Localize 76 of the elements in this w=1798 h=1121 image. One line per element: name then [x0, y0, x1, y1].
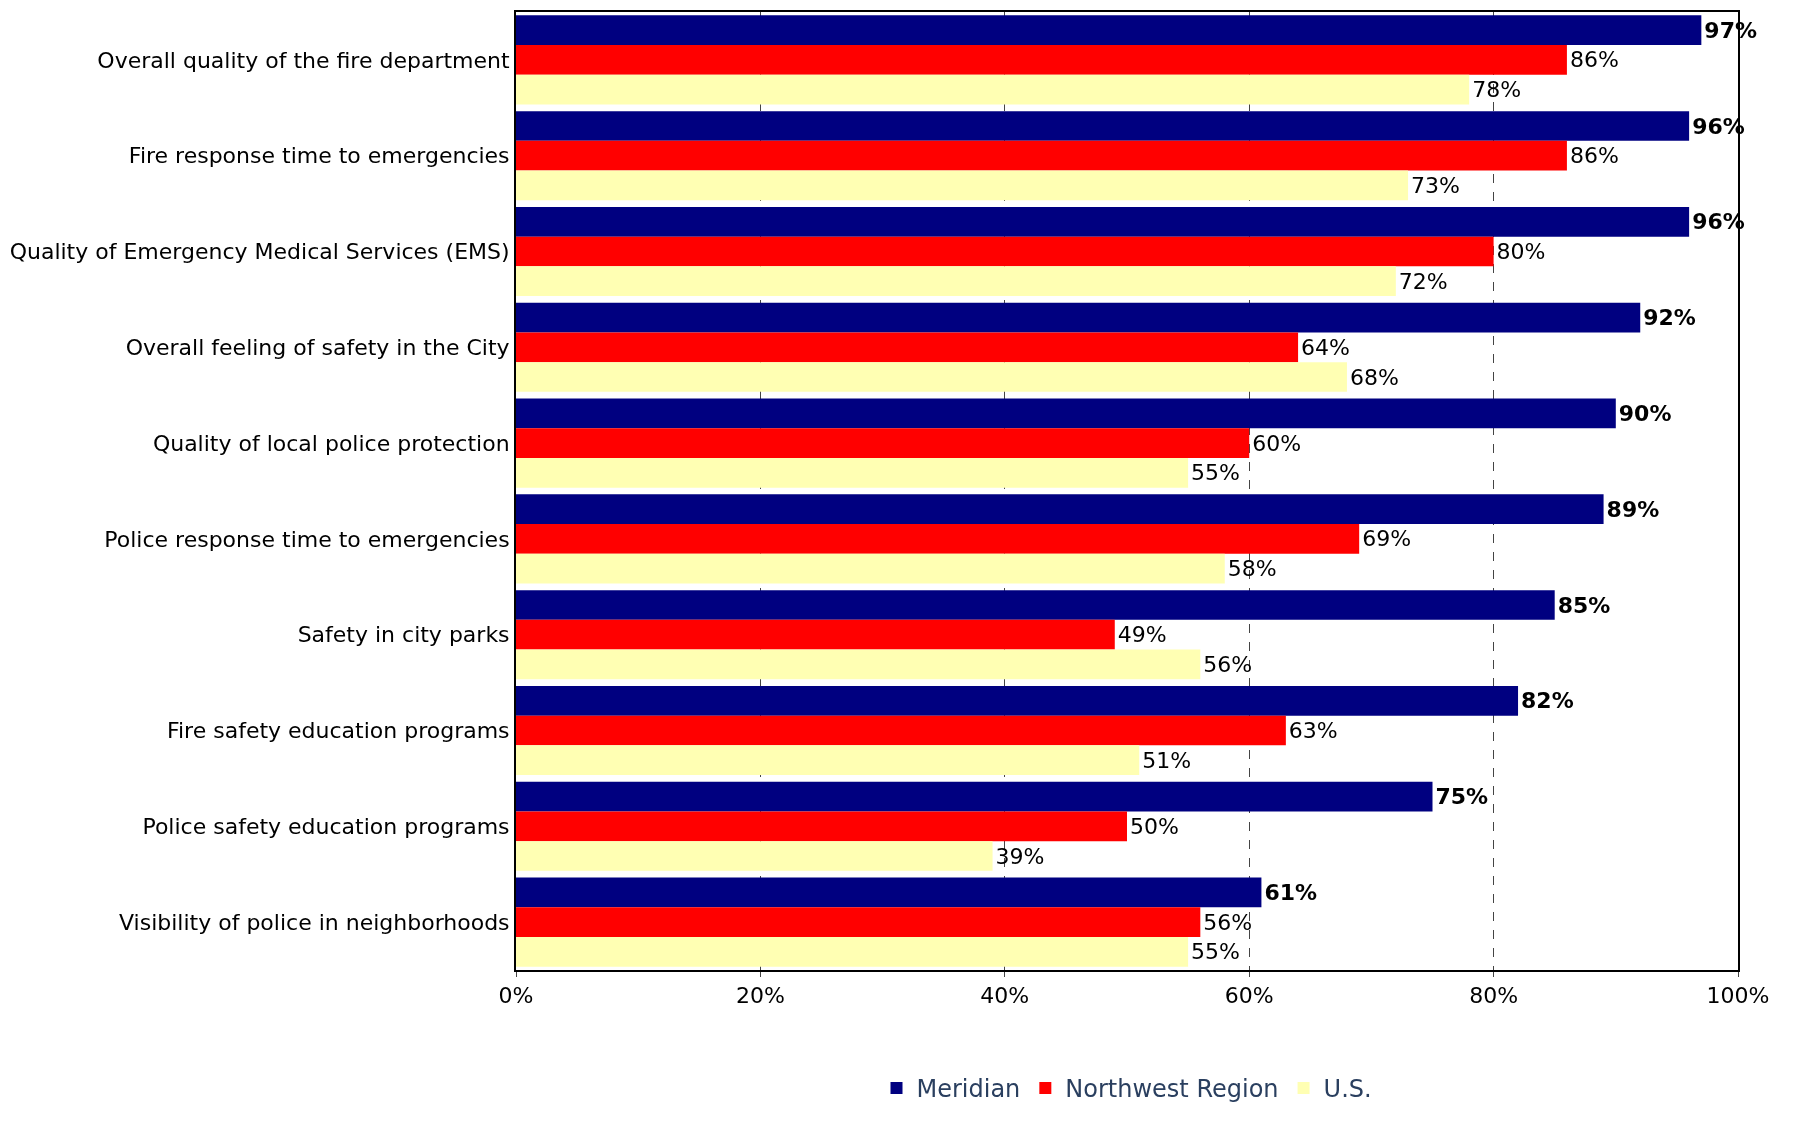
- data-label: 56%: [1203, 909, 1253, 935]
- bar: [516, 936, 1189, 967]
- bar: [516, 619, 1115, 650]
- data-label: 80%: [1496, 239, 1546, 264]
- data-label: 89%: [1606, 496, 1660, 522]
- bar: [516, 74, 1470, 105]
- x-tick-label: 0%: [498, 983, 534, 1009]
- bar: [516, 715, 1286, 746]
- data-label: 55%: [1191, 939, 1241, 965]
- legend-label: U.S.: [1323, 1075, 1372, 1104]
- y-tick-label: Police response time to emergencies: [104, 526, 510, 552]
- bar: [516, 877, 1262, 908]
- x-tick-label: 100%: [1706, 983, 1770, 1009]
- bar: [516, 111, 1690, 141]
- bar: [516, 45, 1567, 75]
- data-label: 51%: [1142, 747, 1192, 773]
- bar: [516, 649, 1201, 680]
- data-label: 61%: [1264, 879, 1318, 905]
- data-label: 85%: [1557, 592, 1611, 618]
- x-tick-label: 20%: [735, 983, 785, 1009]
- bar: [516, 553, 1225, 584]
- data-label: 68%: [1349, 364, 1399, 390]
- data-label: 82%: [1521, 688, 1574, 714]
- data-label: 90%: [1618, 400, 1672, 426]
- bar: [516, 524, 1360, 554]
- y-tick-label: Quality of local police protection: [152, 430, 510, 456]
- y-tick-label: Fire safety education programs: [166, 718, 510, 744]
- data-label: 49%: [1117, 622, 1167, 648]
- bar: [516, 236, 1494, 267]
- bar: [516, 398, 1616, 429]
- data-label: 63%: [1288, 718, 1338, 743]
- data-label: 72%: [1398, 268, 1448, 294]
- data-label: 86%: [1569, 47, 1619, 73]
- bar: [516, 590, 1555, 620]
- bar: [516, 494, 1604, 525]
- bar: [516, 685, 1519, 716]
- bar: [516, 170, 1409, 201]
- bar: [516, 266, 1396, 297]
- bar: [516, 907, 1201, 937]
- x-tick-label: 80%: [1469, 983, 1519, 1009]
- x-tick-label: 60%: [1224, 983, 1274, 1009]
- y-tick-label: Police safety education programs: [142, 814, 510, 839]
- bar: [516, 457, 1189, 488]
- y-tick-label: Overall feeling of safety in the City: [125, 335, 510, 360]
- data-label: 69%: [1362, 526, 1412, 552]
- data-label: 56%: [1203, 651, 1253, 677]
- y-tick-label: Overall quality of the fire department: [97, 47, 510, 73]
- y-tick-label: Fire response time to emergencies: [128, 143, 510, 169]
- bar: [516, 745, 1140, 776]
- data-label: 92%: [1643, 305, 1696, 331]
- bar: [516, 332, 1299, 363]
- bar: [516, 362, 1347, 392]
- x-tick-label: 40%: [980, 983, 1030, 1009]
- bar: [516, 140, 1567, 171]
- data-label: 60%: [1252, 430, 1302, 456]
- data-label: 78%: [1472, 77, 1522, 103]
- data-label: 75%: [1435, 784, 1489, 810]
- bar: [516, 15, 1702, 46]
- y-tick-label: Safety in city parks: [297, 622, 510, 648]
- bar: [516, 428, 1250, 458]
- data-label: 86%: [1569, 143, 1619, 169]
- legend-label: Northwest Region: [1065, 1075, 1279, 1104]
- bar: [516, 811, 1127, 842]
- bar: [516, 841, 993, 871]
- legend-label: Meridian: [916, 1075, 1021, 1104]
- y-tick-label: Visibility of police in neighborhoods: [119, 909, 510, 935]
- bar: [516, 302, 1641, 333]
- y-tick-label: Quality of Emergency Medical Services (EMS): [9, 239, 510, 265]
- data-label: 50%: [1130, 813, 1179, 839]
- data-label: 55%: [1191, 460, 1241, 486]
- data-label: 58%: [1227, 556, 1277, 582]
- bar: [516, 781, 1433, 812]
- data-label: 39%: [995, 843, 1045, 869]
- data-label: 64%: [1301, 334, 1350, 360]
- bar: [516, 206, 1690, 237]
- data-label: 73%: [1411, 172, 1460, 198]
